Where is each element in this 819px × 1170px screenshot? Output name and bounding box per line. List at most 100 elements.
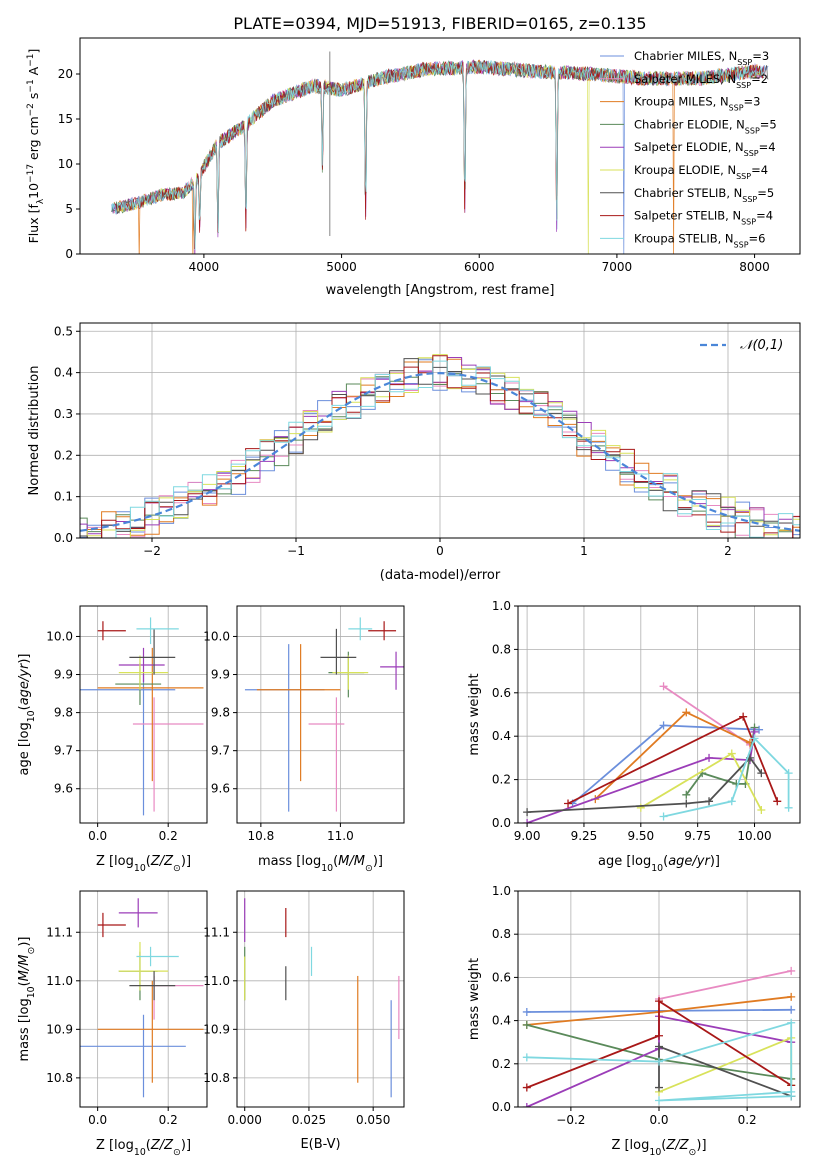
label-part: age [log [17, 722, 32, 775]
label-part: Z/Z [150, 1138, 174, 1153]
label-part: mass [log [17, 998, 32, 1061]
y-tick-label: 11.0 [46, 974, 73, 988]
legend-text: Salpeter MILES, N [634, 72, 736, 86]
weight-line [658, 970, 792, 1000]
x-tick-label: 0.0 [88, 829, 107, 843]
weight-marker [757, 769, 766, 778]
x-axis-label: mass [log10(M/M⊙)] [258, 854, 383, 874]
y-tick-label: 9.8 [54, 706, 73, 720]
y-tick-label: 10 [58, 157, 73, 171]
label-part: 10 [26, 183, 41, 199]
label-part: −1 [26, 79, 36, 92]
y-tick-label: 0.2 [492, 773, 511, 787]
label-part: 10 [134, 1147, 146, 1158]
x-tick-label: 5000 [326, 260, 357, 274]
weight-line [658, 1045, 792, 1098]
x-tick-label: 0.050 [356, 1113, 390, 1127]
x-axis-label: age [log10(age/yr)] [598, 854, 720, 874]
legend-sub: SSP [734, 240, 749, 249]
label-part: )] [181, 854, 191, 869]
weight-marker [655, 1042, 663, 1051]
plot-area-residuals [80, 354, 800, 538]
legend-sub: SSP [736, 80, 751, 89]
y-tick-label: 5 [65, 202, 73, 216]
weight-marker [682, 790, 691, 799]
y-axis-label: Flux [fλ10−17 erg cm−2 s−1 A−1] [26, 49, 46, 244]
legend-text: Kroupa MILES, N [634, 95, 729, 109]
x-tick-label: 8000 [739, 260, 770, 274]
legend-num: =2 [751, 72, 768, 86]
label-part: −17 [26, 164, 36, 183]
label-part: Z [log [96, 1138, 134, 1153]
x-tick-label: 0.2 [159, 829, 178, 843]
label-part: ( [663, 854, 668, 869]
label-part: age/yr [17, 662, 32, 705]
label-part: Z/Z [665, 1138, 689, 1153]
weight-marker [727, 797, 736, 806]
legend-text: Chabrier MILES, N [634, 49, 737, 63]
y-tick-label: 0.4 [54, 366, 73, 380]
x-tick-label: 11.0 [327, 829, 354, 843]
label-part: ( [146, 1138, 151, 1153]
legend-num: =4 [756, 209, 773, 223]
weight-marker [787, 1018, 796, 1027]
x-tick-label: 10.8 [247, 829, 274, 843]
y-tick-label: 15 [58, 112, 73, 126]
x-tick-label: −0.2 [556, 1113, 585, 1127]
axes-ebv-mass: 0.000 0.025 0.050 10.8 10.9 11.0 11.1 E(B-V) [203, 890, 405, 1152]
x-tick-label: 4000 [189, 260, 220, 274]
weight-marker [522, 1053, 531, 1062]
label-part: Z [log [611, 1138, 649, 1153]
legend-sub: SSP [745, 126, 760, 135]
y-tick-label: 0.4 [492, 729, 511, 743]
y-tick-label: 0.2 [492, 1057, 511, 1071]
label-part: Flux [f [26, 204, 41, 244]
x-tick-label: 7000 [602, 260, 633, 274]
y-tick-label: 10.8 [46, 1071, 73, 1085]
label-part: s [26, 93, 41, 104]
legend-text: Salpeter ELODIE, N [634, 140, 744, 154]
spectrum-line [111, 60, 766, 251]
x-tick-label: 9.25 [571, 829, 598, 843]
weight-marker [564, 799, 573, 808]
y-tick-label: 11.1 [46, 925, 73, 939]
x-tick-label: 0.0 [88, 1113, 107, 1127]
weight-marker [523, 819, 532, 823]
y-tick-label: 10.9 [46, 1022, 73, 1036]
label-part: )] [710, 854, 720, 869]
weight-marker [522, 1103, 531, 1107]
label-part: ( [146, 854, 151, 869]
label-part: 10 [649, 1147, 661, 1158]
y-tick-label: 0.0 [492, 1100, 511, 1114]
legend-sub: SSP [742, 194, 757, 203]
label-part: erg cm [26, 116, 41, 164]
axes-frame [79, 605, 208, 824]
weight-line [663, 736, 790, 818]
legend-text: Kroupa STELIB, N [634, 231, 734, 245]
y-tick-label: 0.6 [492, 686, 511, 700]
x-tick-label: 6000 [464, 260, 495, 274]
label-part: ( [17, 981, 32, 986]
x-tick-label: 0.0 [649, 1113, 668, 1127]
plot-area-spectrum [111, 51, 769, 254]
weight-marker [659, 682, 668, 691]
y-tick-label: 9.9 [211, 668, 230, 682]
histogram-step [80, 358, 800, 538]
x-axis-label: Z [log10(Z/Z⊙)] [96, 1138, 191, 1158]
y-tick-label: 0.3 [54, 407, 73, 421]
weight-line [572, 724, 760, 805]
legend-sub: SSP [741, 217, 756, 226]
legend-num: =5 [757, 186, 774, 200]
axes-Z-weight: −0.2 0.0 0.2 0.0 0.2 0.4 0.6 0.8 1.0 Z [log10(Z/Z… [467, 884, 801, 1158]
label-part: M/M [338, 854, 365, 869]
x-tick-label: 2 [724, 544, 732, 558]
legend-text: Chabrier STELIB, N [634, 186, 742, 200]
weight-marker [787, 1005, 796, 1014]
y-tick-label: 9.8 [211, 706, 230, 720]
weight-marker [755, 725, 764, 734]
weight-marker [784, 769, 793, 778]
x-tick-label: 9.50 [627, 829, 654, 843]
legend-label: Chabrier MILES, NSSP=3 [634, 49, 769, 67]
legend-sub: SSP [744, 149, 759, 158]
